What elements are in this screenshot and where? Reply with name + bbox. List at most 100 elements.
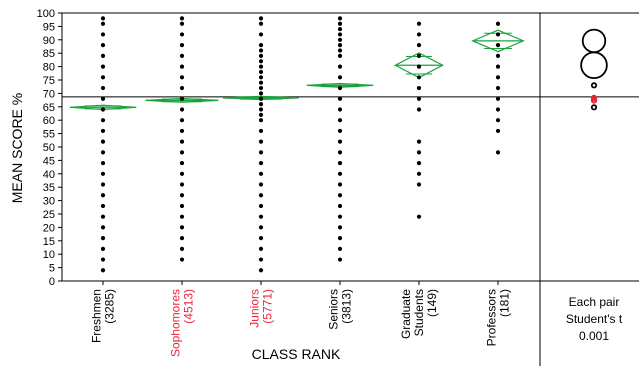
y-tick-label: 35: [43, 182, 55, 194]
data-point: [337, 75, 343, 80]
data-point: [100, 246, 106, 251]
category-name: Juniors: [248, 289, 262, 328]
data-point: [179, 75, 185, 80]
data-point: [179, 16, 185, 21]
data-point: [179, 236, 185, 241]
category-name: Sophomores: [169, 289, 183, 357]
data-point: [258, 64, 264, 69]
comparison-label-line: Each pair: [569, 295, 620, 309]
x-category-label: Juniors (5771): [248, 289, 275, 328]
data-point: [258, 85, 264, 91]
data-point: [100, 203, 106, 209]
data-point: [179, 193, 185, 198]
data-point: [416, 182, 422, 187]
data-point: [100, 32, 106, 37]
data-point: [100, 64, 106, 69]
data-point: [179, 214, 185, 219]
data-point: [100, 107, 106, 112]
data-point: [416, 64, 422, 69]
y-tick-label: 100: [37, 8, 55, 20]
data-point: [337, 128, 343, 134]
data-point: [258, 150, 264, 155]
data-point: [179, 171, 185, 176]
data-point: [100, 21, 106, 26]
data-point: [416, 75, 422, 80]
data-point: [416, 32, 422, 37]
data-point: [337, 53, 343, 58]
data-points: [100, 16, 501, 273]
data-point: [416, 107, 422, 112]
y-tick-label: 10: [43, 249, 55, 261]
data-point: [100, 160, 106, 166]
data-point: [337, 193, 343, 198]
data-point: [258, 182, 264, 187]
data-point: [179, 43, 185, 48]
data-point: [100, 236, 106, 241]
data-point: [416, 85, 422, 91]
data-point: [495, 96, 501, 101]
data-point: [337, 150, 343, 155]
data-point: [258, 102, 264, 107]
y-tick-label: 65: [43, 102, 55, 114]
data-point: [337, 203, 343, 209]
category-name: Freshmen: [90, 289, 104, 343]
data-point: [495, 107, 501, 112]
data-point: [179, 118, 185, 123]
data-point: [337, 182, 343, 187]
data-point: [258, 107, 264, 112]
comparison-circle: [590, 97, 598, 104]
data-point: [179, 150, 185, 155]
comparison-label-line: Student's t: [566, 312, 623, 326]
data-point: [258, 32, 264, 37]
data-point: [258, 139, 264, 144]
x-category-labels: Freshmen (3285) Sophomores (4513) Juniors (57…: [90, 281, 512, 357]
data-point: [179, 21, 185, 26]
data-point: [337, 96, 343, 101]
category-name: Graduate: [399, 289, 413, 339]
data-point: [179, 53, 185, 58]
data-point: [495, 85, 501, 91]
data-point: [179, 246, 185, 251]
data-point: [179, 96, 185, 101]
data-point: [495, 150, 501, 155]
comparison-circles: [580, 28, 608, 111]
data-point: [337, 118, 343, 123]
data-point: [495, 21, 501, 26]
y-tick-label: 60: [43, 115, 55, 127]
data-point: [100, 118, 106, 123]
comparison-label-line: 0.001: [579, 329, 609, 343]
data-point: [100, 193, 106, 198]
category-count: (3813): [340, 289, 354, 324]
data-point: [258, 21, 264, 26]
data-point: [416, 21, 422, 26]
data-point: [337, 171, 343, 176]
y-tick-label: 0: [49, 276, 55, 288]
data-point: [258, 48, 264, 53]
data-point: [416, 160, 422, 166]
data-point: [100, 85, 106, 91]
data-point: [337, 21, 343, 26]
y-axis-title: MEAN SCORE %: [9, 93, 25, 203]
data-point: [100, 96, 106, 101]
data-point: [495, 75, 501, 80]
data-point: [337, 225, 343, 230]
data-point: [179, 128, 185, 134]
data-point: [100, 182, 106, 187]
data-point: [416, 171, 422, 176]
y-tick-label: 85: [43, 48, 55, 60]
data-point: [258, 193, 264, 198]
data-point: [179, 182, 185, 187]
data-point: [416, 150, 422, 155]
category-name: Seniors: [327, 289, 341, 330]
data-point: [495, 128, 501, 134]
data-point: [495, 43, 501, 48]
y-tick-label: 75: [43, 75, 55, 87]
data-point: [100, 257, 106, 262]
data-point: [100, 150, 106, 155]
data-point: [258, 160, 264, 166]
category-count: (181): [498, 289, 512, 317]
data-point: [258, 214, 264, 219]
data-point: [258, 257, 264, 262]
y-tick-label: 5: [49, 263, 55, 275]
data-point: [258, 268, 264, 273]
